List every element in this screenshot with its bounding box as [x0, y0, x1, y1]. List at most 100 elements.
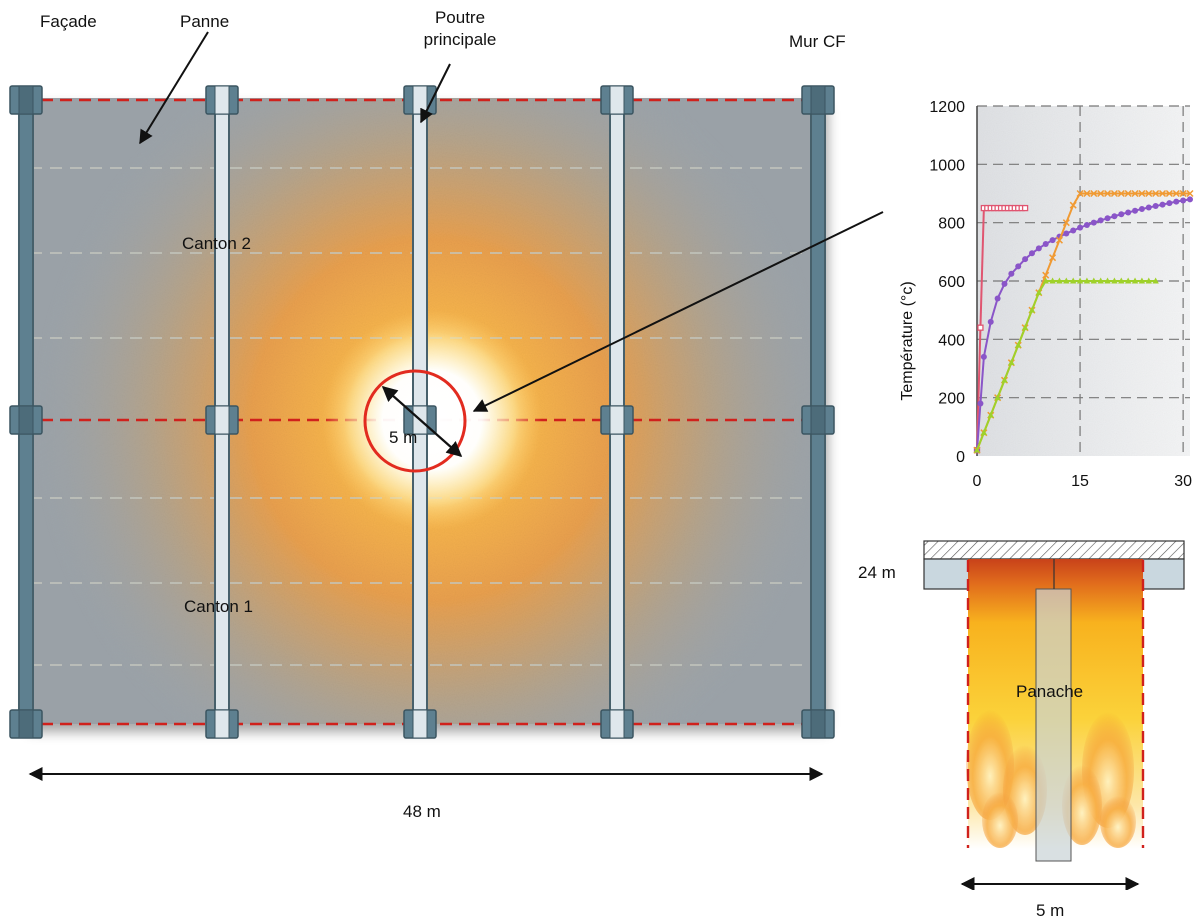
- data-point: [1159, 201, 1166, 208]
- data-point: [1110, 189, 1118, 198]
- data-point: [1022, 256, 1029, 263]
- data-point: [1049, 237, 1056, 244]
- column-core: [214, 405, 230, 435]
- data-point: [980, 429, 988, 436]
- plume-width-label: 5 m: [1036, 901, 1065, 920]
- data-point: [1118, 211, 1125, 218]
- data-point: [1035, 289, 1043, 296]
- data-point: [994, 394, 1001, 401]
- data-point: [1152, 277, 1159, 284]
- column-core: [18, 405, 34, 435]
- y-tick-label: 0: [956, 449, 965, 466]
- data-point: [1172, 189, 1180, 198]
- data-point: [987, 411, 994, 418]
- fire-zone-circle: [363, 369, 467, 473]
- panne-label: Panne: [180, 12, 230, 31]
- data-point: [1152, 203, 1159, 210]
- data-point: [1180, 197, 1187, 204]
- data-point: [1076, 277, 1084, 284]
- data-point: [1104, 277, 1111, 284]
- data-point: [1069, 277, 1077, 284]
- y-tick-label: 1200: [929, 99, 965, 116]
- data-point: [1090, 219, 1097, 226]
- data-point: [1111, 277, 1118, 284]
- data-point: [1097, 189, 1105, 198]
- data-point: [1117, 189, 1125, 198]
- data-point: [1021, 324, 1029, 331]
- y-tick-label: 800: [938, 216, 965, 233]
- column-core: [609, 709, 625, 739]
- chart-connector: [472, 211, 884, 412]
- data-point: [1097, 277, 1104, 284]
- chart-series: [973, 189, 1194, 454]
- data-point: [1021, 204, 1029, 212]
- data-point: [973, 446, 981, 453]
- data-point: [977, 324, 984, 331]
- temperature-chart: 0 200 400 600 800 1000 1200 0 15 30 Température …: [899, 99, 1194, 490]
- y-axis-label: Température (°c): [899, 281, 916, 400]
- data-point: [1138, 189, 1146, 198]
- data-point: [1035, 245, 1042, 252]
- data-point: [1145, 204, 1152, 211]
- data-point: [1028, 250, 1035, 257]
- ceiling-slab: [923, 540, 1185, 560]
- data-point: [1008, 359, 1015, 366]
- main-beams: [9, 85, 835, 739]
- data-point: [1090, 189, 1098, 198]
- data-point: [1124, 189, 1132, 198]
- data-point: [1165, 189, 1173, 198]
- poutre-pointer: [420, 63, 451, 124]
- data-point: [1083, 277, 1091, 284]
- column-core: [810, 709, 826, 739]
- y-tick-labels: 0 200 400 600 800 1000 1200: [929, 99, 965, 466]
- data-point: [1069, 201, 1077, 209]
- data-point: [1001, 376, 1008, 383]
- height-label: 24 m: [858, 563, 896, 582]
- data-point: [1145, 189, 1153, 198]
- y-tick-label: 600: [938, 274, 965, 291]
- column-core: [412, 85, 428, 115]
- column-core: [214, 709, 230, 739]
- column-core: [810, 85, 826, 115]
- data-point: [977, 400, 984, 407]
- x-tick-label: 0: [973, 473, 982, 490]
- mur-cf-label: Mur CF: [789, 32, 846, 51]
- data-point: [1056, 277, 1063, 284]
- x-tick-labels: 0 15 30: [973, 473, 1193, 490]
- data-point: [1049, 254, 1057, 262]
- y-tick-label: 1000: [929, 157, 965, 174]
- width-label: 48 m: [403, 802, 441, 821]
- column: [1035, 588, 1072, 862]
- panache-section: [923, 540, 1185, 890]
- data-point: [1138, 277, 1146, 284]
- canton-1-label: Canton 1: [184, 597, 253, 616]
- column-core: [609, 85, 625, 115]
- data-point: [1186, 189, 1194, 198]
- panache-label: Panache: [1016, 682, 1084, 701]
- y-tick-label: 200: [938, 391, 965, 408]
- canton-2-label: Canton 2: [182, 234, 251, 253]
- data-point: [1015, 341, 1022, 348]
- data-point: [1063, 277, 1070, 284]
- data-point: [1028, 306, 1036, 313]
- data-point: [1104, 189, 1112, 198]
- data-point: [1152, 189, 1160, 198]
- data-point: [1158, 189, 1167, 198]
- data-point: [1001, 280, 1008, 287]
- data-point: [1124, 277, 1132, 284]
- data-point: [1076, 189, 1084, 198]
- data-point: [1145, 277, 1152, 284]
- data-point: [1049, 277, 1056, 284]
- data-point: [1042, 277, 1049, 284]
- data-point: [1104, 215, 1111, 222]
- data-point: [980, 353, 987, 360]
- data-point: [1090, 277, 1098, 284]
- data-point: [1015, 263, 1022, 270]
- data-point: [1131, 189, 1139, 198]
- data-point: [1083, 222, 1090, 228]
- column-core: [412, 709, 428, 739]
- data-point: [1131, 277, 1139, 284]
- data-point: [1063, 230, 1070, 237]
- data-point: [1118, 277, 1125, 284]
- column-core: [214, 85, 230, 115]
